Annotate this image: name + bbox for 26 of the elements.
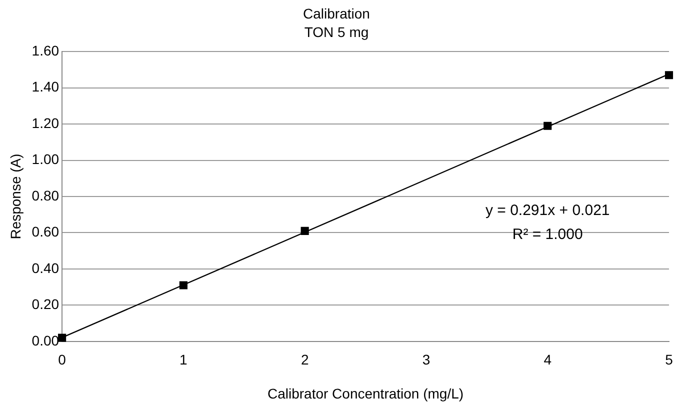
point: [664, 71, 674, 80]
x-tick-label: 3: [422, 352, 430, 368]
point: [58, 334, 66, 342]
y-tick-label: 1.00: [32, 151, 60, 168]
y-tick-label: 0.00: [32, 332, 60, 348]
chart-title: Calibration: [303, 5, 370, 22]
annotation: R² = 1.000: [512, 226, 583, 244]
y-tick-label: 1.60: [32, 42, 60, 58]
x-tick-label: 2: [300, 352, 309, 368]
annotation: y = 0.291x + 0.021: [485, 202, 610, 220]
point: [544, 122, 552, 130]
chart-subtitle: TON 5 mg: [304, 24, 369, 40]
y-tick-label: 1.40: [32, 78, 60, 95]
x-tick-label: 0: [58, 352, 66, 368]
y-tick-label: 1.20: [32, 114, 60, 131]
y-tick-label: 0.20: [32, 296, 60, 312]
x-axis-title: Calibrator Concentration (mg/L): [267, 385, 464, 402]
y-tick-label: 0.80: [32, 187, 60, 204]
x-tick-label: 5: [665, 352, 674, 368]
y-axis-title: Response (A): [7, 154, 24, 240]
x-tick-label: 1: [180, 352, 188, 368]
point: [179, 281, 188, 290]
y-tick-label: 0.40: [32, 260, 60, 276]
y-tick-label: 0.60: [32, 224, 60, 240]
x-tick-label: 4: [544, 352, 552, 368]
point: [300, 226, 309, 235]
